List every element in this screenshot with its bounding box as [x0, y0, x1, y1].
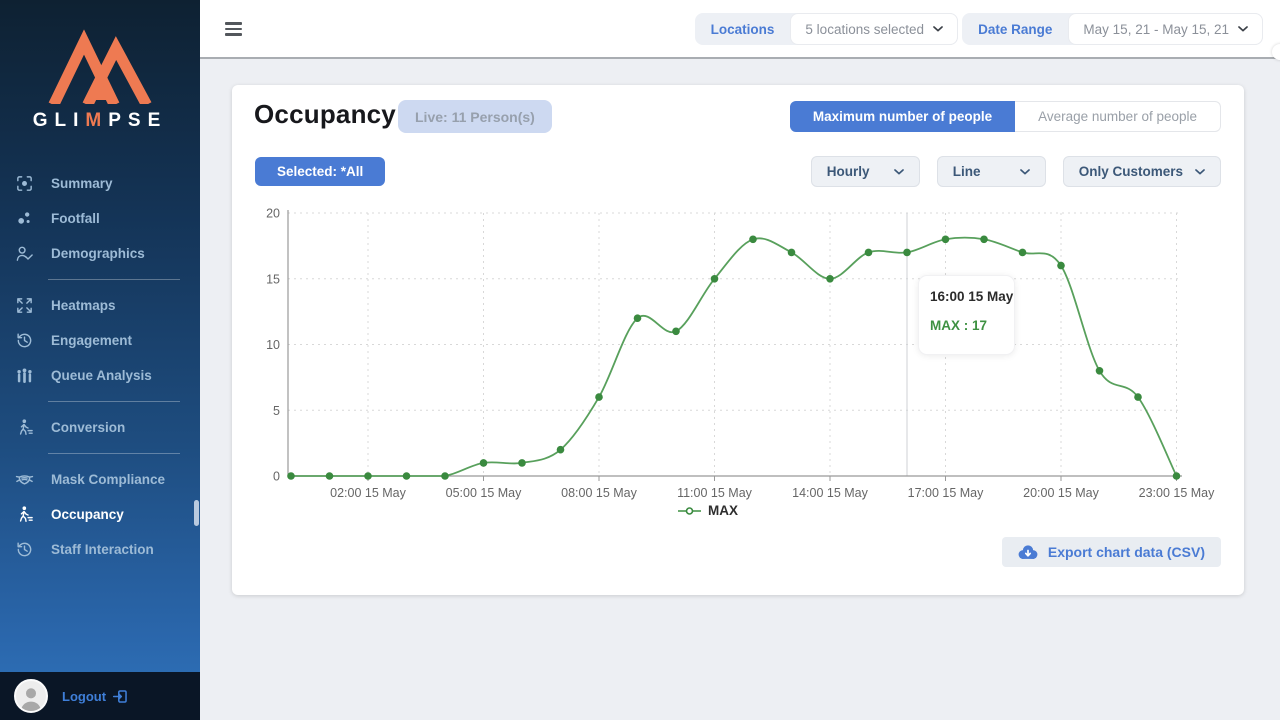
sidebar-item-label: Conversion: [51, 420, 126, 435]
sidebar-item-label: Mask Compliance: [51, 472, 166, 487]
export-csv-button[interactable]: Export chart data (CSV): [1001, 537, 1221, 567]
sidebar-item-summary[interactable]: Summary: [0, 166, 200, 201]
svg-text:17:00 15 May: 17:00 15 May: [908, 486, 984, 500]
engagement-history-icon: [14, 331, 34, 351]
page-title: Occupancy: [254, 99, 396, 129]
chevron-down-icon: [933, 26, 943, 32]
export-csv-label: Export chart data (CSV): [1047, 544, 1205, 560]
staff-interaction-history-icon: [14, 540, 34, 560]
brand-name: GLIMPSE: [32, 110, 168, 131]
scrollbar-thumb[interactable]: [1272, 44, 1280, 60]
sidebar-item-demographics[interactable]: Demographics: [0, 236, 200, 271]
sidebar-item-engagement[interactable]: Engagement: [0, 323, 200, 358]
logout-label: Logout: [62, 688, 107, 704]
tooltip-time: 16:00 15 May: [930, 289, 1014, 304]
queue-analysis-icon: [14, 366, 34, 386]
locations-filter-group: Locations 5 locations selected: [694, 13, 958, 45]
sidebar-footer: Logout: [0, 672, 200, 720]
avatar-person-icon: [20, 688, 42, 711]
hamburger-menu-icon[interactable]: [225, 22, 242, 39]
sidebar-item-queue-analysis[interactable]: Queue Analysis: [0, 358, 200, 393]
locations-dropdown-value: 5 locations selected: [805, 21, 924, 37]
sidebar-item-mask-compliance[interactable]: Mask Compliance: [0, 462, 200, 497]
date-range-filter-group: Date Range May 15, 21 - May 15, 21: [962, 13, 1263, 45]
summary-scan-icon: [14, 174, 34, 194]
sidebar-item-label: Footfall: [51, 211, 100, 226]
dropdown-line[interactable]: Line: [936, 156, 1046, 187]
date-range-dropdown-value: May 15, 21 - May 15, 21: [1083, 21, 1229, 37]
sidebar-nav: Summary Footfall Demographics Heatmaps Engag…: [0, 166, 200, 567]
dropdown-value: Only Customers: [1078, 164, 1183, 179]
chart-options-row: Hourly Line Only Customers: [810, 156, 1221, 187]
toggle-maximum-button[interactable]: Maximum number of people: [789, 101, 1016, 132]
demographics-icon: [14, 244, 34, 264]
cloud-download-icon: [1018, 544, 1038, 559]
sidebar-item-heatmaps[interactable]: Heatmaps: [0, 288, 200, 323]
sidebar-item-label: Queue Analysis: [51, 368, 152, 383]
chevron-down-icon: [1195, 168, 1205, 175]
dropdown-value: Hourly: [826, 164, 870, 179]
locations-dropdown[interactable]: 5 locations selected: [790, 13, 958, 45]
svg-text:0: 0: [273, 470, 280, 484]
sidebar-item-staff-interaction[interactable]: Staff Interaction: [0, 532, 200, 567]
logout-button[interactable]: Logout: [62, 688, 129, 705]
sidebar-item-label: Summary: [51, 176, 113, 191]
occupancy-card: Occupancy Live: 11 Person(s) Maximum num…: [232, 85, 1244, 595]
sidebar-scrollbar-thumb[interactable]: [194, 500, 199, 526]
occupancy-walk-icon: [14, 505, 34, 525]
sidebar-item-footfall[interactable]: Footfall: [0, 201, 200, 236]
date-range-dropdown[interactable]: May 15, 21 - May 15, 21: [1068, 13, 1263, 45]
sidebar-item-occupancy[interactable]: Occupancy: [0, 497, 200, 532]
sidebar-divider: [48, 401, 180, 402]
avatar[interactable]: [14, 679, 48, 713]
occupancy-chart[interactable]: 02:00 15 May 05:00 15 May 08:00 15 May 11:0…: [262, 205, 1215, 505]
sidebar-item-label: Demographics: [51, 246, 145, 261]
sidebar-divider: [48, 279, 180, 280]
sidebar-item-label: Occupancy: [51, 507, 124, 522]
live-count-badge: Live: 11 Person(s): [398, 100, 552, 133]
conversion-walk-icon: [14, 418, 34, 438]
sidebar-item-label: Engagement: [51, 333, 133, 348]
svg-text:02:00 15 May: 02:00 15 May: [330, 486, 406, 500]
svg-text:23:00 15 May: 23:00 15 May: [1139, 486, 1215, 500]
chart-tooltip: 16:00 15 May MAX : 17: [918, 275, 1015, 355]
topbar: Locations 5 locations selected Date Rang…: [200, 0, 1280, 60]
sidebar-item-conversion[interactable]: Conversion: [0, 410, 200, 445]
svg-text:14:00 15 May: 14:00 15 May: [792, 486, 868, 500]
svg-text:05:00 15 May: 05:00 15 May: [446, 486, 522, 500]
chevron-down-icon: [1238, 26, 1248, 32]
footfall-icon: [14, 209, 34, 229]
sidebar: GLIMPSE Summary Footfall Demographics Heatm…: [0, 0, 200, 720]
mask-compliance-icon: [14, 470, 34, 490]
legend-label: MAX: [708, 503, 738, 518]
svg-text:20:00 15 May: 20:00 15 May: [1023, 486, 1099, 500]
date-range-label: Date Range: [978, 21, 1053, 37]
svg-text:10: 10: [266, 338, 280, 352]
toggle-average-button[interactable]: Average number of people: [1015, 101, 1221, 132]
sidebar-item-label: Heatmaps: [51, 298, 116, 313]
tooltip-max-value: MAX : 17: [930, 318, 988, 333]
metric-toggle: Maximum number of people Average number …: [789, 101, 1221, 132]
selected-locations-button[interactable]: Selected: *All: [255, 157, 386, 186]
brand-logo: GLIMPSE: [0, 26, 200, 132]
svg-text:11:00 15 May: 11:00 15 May: [677, 486, 753, 500]
svg-text:08:00 15 May: 08:00 15 May: [561, 486, 637, 500]
heatmaps-expand-icon: [14, 296, 34, 316]
glimpse-logo-icon: [48, 29, 152, 104]
logout-exit-icon: [112, 689, 127, 703]
sidebar-divider: [48, 453, 180, 454]
dropdown-hourly[interactable]: Hourly: [810, 156, 920, 187]
locations-label: Locations: [710, 21, 775, 37]
chevron-down-icon: [893, 168, 904, 175]
dropdown-only-customers[interactable]: Only Customers: [1062, 156, 1221, 187]
dropdown-value: Line: [952, 164, 981, 179]
svg-text:5: 5: [273, 404, 280, 418]
legend-line-marker-icon: [678, 506, 701, 515]
svg-text:15: 15: [266, 272, 280, 286]
chevron-down-icon: [1019, 168, 1030, 175]
svg-text:20: 20: [266, 207, 280, 221]
chart-legend[interactable]: MAX: [678, 503, 738, 518]
sidebar-item-label: Staff Interaction: [51, 542, 154, 557]
